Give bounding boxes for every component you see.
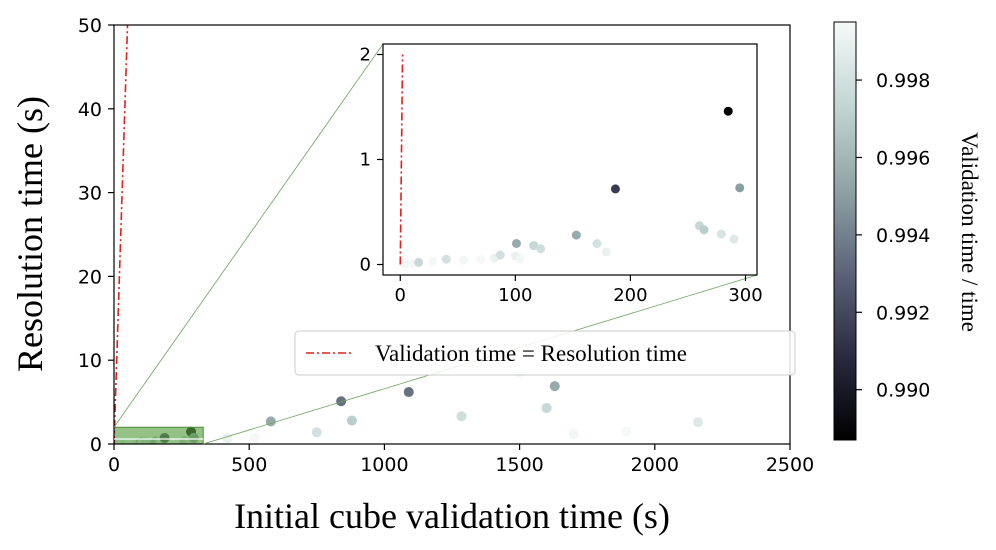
inset-scatter-point bbox=[515, 254, 525, 264]
scatter-point bbox=[621, 426, 632, 437]
connector-line bbox=[113, 43, 384, 428]
inset-scatter-point bbox=[536, 244, 546, 254]
scatter-point bbox=[549, 381, 560, 392]
inset-scatter-point bbox=[427, 256, 437, 266]
inset-scatter-point bbox=[729, 234, 739, 244]
x-axis-title: Initial cube validation time (s) bbox=[234, 496, 670, 536]
main-reference-line bbox=[114, 25, 129, 444]
colorbar-gradient bbox=[833, 21, 857, 441]
inset-scatter-point bbox=[511, 239, 521, 248]
inset-scatter-point bbox=[571, 230, 581, 240]
inset-y-ticks: 0 1 2 bbox=[360, 45, 383, 276]
inset-scatter-point bbox=[495, 250, 505, 260]
scatter-point bbox=[222, 433, 233, 444]
inset-scatter-point bbox=[735, 183, 745, 193]
inset-x-tick-label: 100 bbox=[498, 285, 532, 306]
x-tick-label: 1500 bbox=[495, 454, 543, 476]
colorbar-tick-label: 0.994 bbox=[876, 225, 930, 247]
y-axis-title: Resolution time (s) bbox=[10, 96, 50, 372]
scatter-point bbox=[311, 427, 322, 438]
scatter-point bbox=[568, 428, 579, 439]
x-tick-label: 2500 bbox=[766, 454, 814, 476]
colorbar: 0.990 0.992 0.994 0.996 0.998 Validation tim… bbox=[833, 21, 982, 441]
colorbar-tick-label: 0.992 bbox=[876, 302, 930, 324]
y-tick-label: 40 bbox=[78, 99, 102, 121]
inset-scatter-point bbox=[723, 106, 733, 116]
colorbar-title: Validation time / time bbox=[957, 132, 982, 332]
x-tick-label: 1000 bbox=[360, 454, 408, 476]
inset-scatter-point bbox=[529, 241, 539, 251]
inset-y-tick-label: 2 bbox=[360, 45, 371, 66]
y-tick-label: 30 bbox=[78, 183, 102, 205]
inset-scatter-point bbox=[441, 254, 451, 264]
inset-scatter-point bbox=[400, 258, 410, 268]
x-tick-label: 500 bbox=[231, 454, 267, 476]
y-tick-label: 10 bbox=[78, 350, 102, 372]
inset-x-tick-label: 0 bbox=[395, 285, 406, 306]
reference-line bbox=[114, 25, 129, 444]
inset-scatter-point bbox=[716, 229, 726, 239]
main-y-ticks: 0 10 20 30 40 50 bbox=[78, 15, 114, 456]
legend: Validation time = Resolution time bbox=[294, 330, 796, 376]
legend-box bbox=[294, 330, 796, 376]
scatter-point bbox=[456, 411, 467, 422]
inset-scatter-point bbox=[407, 258, 417, 268]
inset-reference-line bbox=[399, 54, 404, 265]
main-x-ticks: 0 500 1000 1500 2000 2500 bbox=[108, 444, 814, 476]
colorbar-tick-label: 0.996 bbox=[876, 147, 930, 169]
zoom-region-indicator bbox=[113, 426, 204, 445]
inset-x-tick-label: 200 bbox=[613, 285, 647, 306]
y-tick-label: 20 bbox=[78, 266, 102, 288]
inset-reference-line-path bbox=[399, 54, 404, 265]
y-tick-label: 50 bbox=[78, 15, 102, 37]
y-tick-label: 0 bbox=[90, 434, 102, 456]
inset-background bbox=[383, 44, 757, 275]
inset-scatter-point bbox=[476, 254, 486, 264]
scatter-point bbox=[346, 415, 357, 426]
inset-y-tick-label: 0 bbox=[360, 255, 371, 276]
colorbar-tick-label: 0.990 bbox=[876, 380, 930, 402]
scatter-point bbox=[265, 416, 276, 427]
main-axes-frame bbox=[113, 24, 791, 445]
colorbar-tick-label: 0.998 bbox=[876, 70, 930, 92]
inset-x-ticks: 0 100 200 300 bbox=[395, 275, 763, 306]
inset-scatter-point bbox=[699, 225, 709, 235]
inset-scatter-point bbox=[592, 239, 602, 248]
inset-plot: 0 100 200 300 0 1 2 bbox=[360, 43, 763, 306]
inset-points bbox=[400, 106, 745, 268]
legend-entry-label: Validation time = Resolution time bbox=[375, 341, 687, 366]
inset-scatter-point bbox=[601, 247, 611, 257]
scatter-point bbox=[693, 417, 704, 428]
colorbar-ticks: 0.990 0.992 0.994 0.996 0.998 bbox=[856, 70, 930, 402]
scatter-point bbox=[541, 402, 552, 413]
scatter-point bbox=[403, 387, 414, 398]
scatter-point bbox=[249, 433, 260, 444]
inset-scatter-point bbox=[610, 184, 620, 194]
inset-x-tick-label: 300 bbox=[728, 285, 762, 306]
inset-y-tick-label: 1 bbox=[360, 150, 371, 171]
scatter-point bbox=[336, 396, 347, 407]
x-tick-label: 0 bbox=[108, 454, 120, 476]
inset-scatter-point bbox=[414, 257, 424, 267]
x-tick-label: 2000 bbox=[631, 454, 679, 476]
inset-scatter-point bbox=[459, 255, 469, 265]
